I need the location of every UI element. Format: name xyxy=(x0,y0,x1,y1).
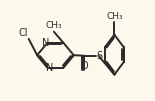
Text: N: N xyxy=(46,63,53,73)
Text: CH₃: CH₃ xyxy=(106,12,123,21)
Text: S: S xyxy=(97,51,103,61)
Text: N: N xyxy=(42,38,49,48)
Text: CH₃: CH₃ xyxy=(46,21,62,30)
Text: Cl: Cl xyxy=(18,28,28,38)
Text: O: O xyxy=(80,61,88,71)
